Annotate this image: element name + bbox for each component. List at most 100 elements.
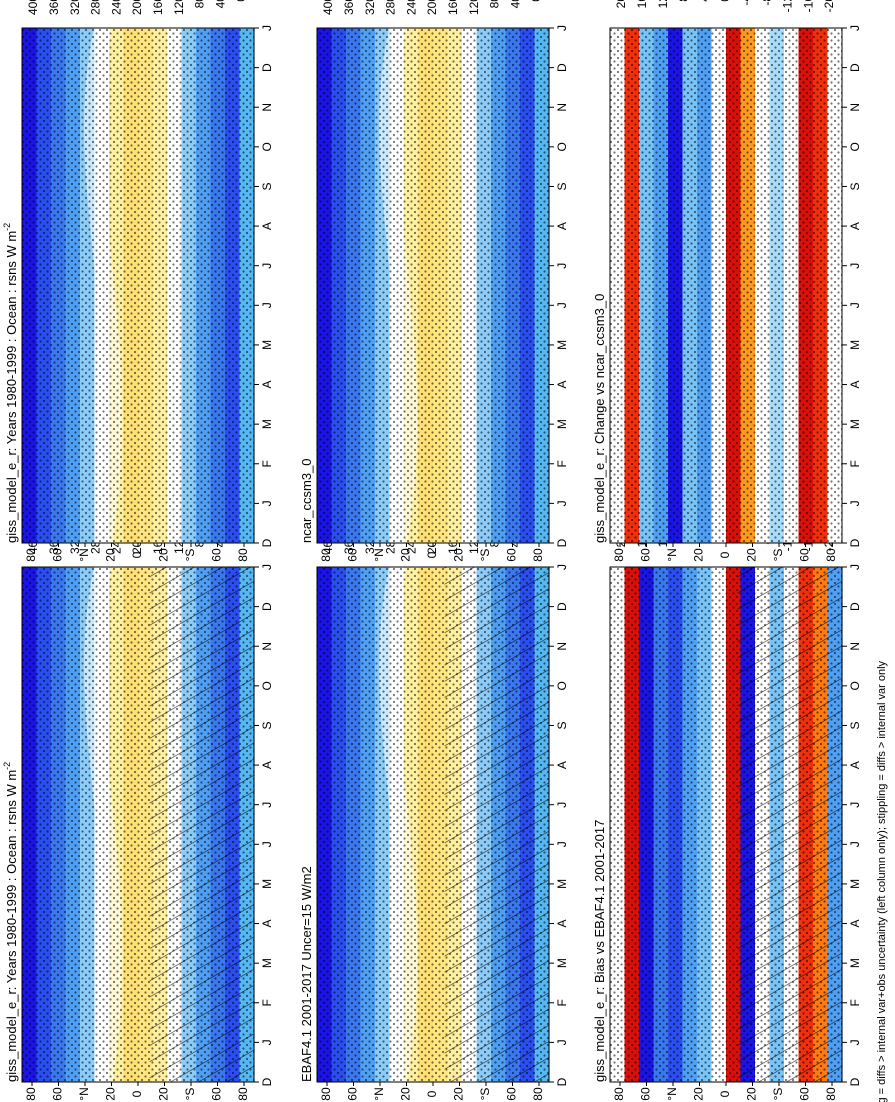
month-label: F [555, 460, 569, 467]
month-label: A [848, 222, 862, 230]
month-label: A [555, 920, 569, 928]
month-label: F [555, 999, 569, 1006]
month-label: M [555, 879, 569, 889]
month-label: J [848, 263, 862, 269]
month-label: S [848, 721, 862, 729]
lat-label: 80 [319, 548, 333, 562]
month-label: J [260, 263, 274, 269]
hatching-overlay [149, 567, 254, 1082]
lat-label: 20 [104, 548, 118, 562]
colorbar-tick-label: 12 [656, 0, 670, 8]
lat-label: 20 [692, 548, 706, 562]
lat-label: °N [372, 548, 386, 561]
colorbar-tick-label: 80 [193, 0, 207, 8]
colorbar-tick-label: 320 [68, 0, 82, 15]
lat-label: 0 [130, 551, 144, 558]
panel-title: ncar_ccsm3_0 [299, 458, 314, 543]
month-label: M [555, 340, 569, 350]
month-label: M [848, 419, 862, 429]
month-label: A [555, 381, 569, 389]
month-label: J [555, 25, 569, 31]
colorbar-tick-label: 360 [47, 0, 61, 15]
month-label: S [848, 182, 862, 190]
month-label: J [848, 841, 862, 847]
lat-label: 60 [505, 548, 519, 562]
lat-label: 20 [157, 1087, 171, 1101]
lat-label: 80 [236, 548, 250, 562]
lat-label: 0 [425, 551, 439, 558]
month-label: N [260, 103, 274, 112]
stippling-overlay [317, 28, 549, 543]
month-label: M [260, 419, 274, 429]
colorbar-tick-label: -12 [781, 0, 795, 12]
stippling-overlay [610, 28, 842, 543]
month-label: J [260, 500, 274, 506]
month-label: O [260, 142, 274, 151]
lat-label: 60 [639, 548, 653, 562]
lat-label: 60 [210, 548, 224, 562]
colorbar-tick-label: 120 [172, 0, 186, 15]
month-label: N [848, 642, 862, 651]
month-label: M [260, 879, 274, 889]
month-label: M [848, 340, 862, 350]
colorbar-tick-label: 80 [488, 0, 502, 8]
panels-layer: D J F M A M J J A S O N D J 80 60 °N 20 0 20 °S 60 80 giss_mode… [2, 0, 862, 1101]
colorbar-tick-label: 280 [384, 0, 398, 15]
lat-label: 80 [531, 1087, 545, 1101]
month-label: D [555, 602, 569, 611]
lat-label: 80 [824, 548, 838, 562]
lat-label: 60 [51, 548, 65, 562]
panel-title: EBAF4.1 2001-2017 Uncer=15 W/m2 [299, 866, 314, 1082]
month-label: F [848, 460, 862, 467]
lat-label: 20 [157, 548, 171, 562]
lat-label: °S [478, 1088, 492, 1101]
colorbar-tick-label: 0 [529, 0, 543, 2]
lat-label: 60 [346, 548, 360, 562]
month-label: D [260, 1077, 274, 1086]
month-label: O [260, 681, 274, 690]
month-label: D [848, 1077, 862, 1086]
month-label: J [848, 500, 862, 506]
colorbar-tick-label: -16 [801, 0, 815, 12]
month-label: S [260, 182, 274, 190]
colorbar-tick-label: 0 [718, 0, 732, 2]
hatching-overlay [737, 567, 842, 1082]
month-label: J [848, 802, 862, 808]
month-label: D [260, 63, 274, 72]
lat-label: 0 [130, 1090, 144, 1097]
month-label: M [555, 419, 569, 429]
lat-label: 20 [104, 1087, 118, 1101]
month-label: A [260, 222, 274, 230]
month-label: A [555, 222, 569, 230]
colorbar-tick-label: -8 [760, 0, 774, 6]
colorbar-tick-label: 40 [508, 0, 522, 8]
month-label: D [555, 1077, 569, 1086]
panel-title: giss_model_e_r: Change vs ncar_ccsm3_0 [592, 294, 607, 543]
lat-label: 20 [452, 1087, 466, 1101]
month-label: S [555, 721, 569, 729]
lat-label: 80 [612, 548, 626, 562]
lat-label: °N [77, 1087, 91, 1100]
lat-label: 60 [346, 1087, 360, 1101]
month-label: M [848, 958, 862, 968]
month-label: N [555, 642, 569, 651]
month-label: J [555, 802, 569, 808]
colorbar-tick-label: 160 [446, 0, 460, 15]
month-label: J [555, 1039, 569, 1045]
month-label: M [260, 340, 274, 350]
lat-label: 20 [745, 548, 759, 562]
lat-label: °S [478, 549, 492, 562]
month-label: J [848, 25, 862, 31]
month-label: O [848, 142, 862, 151]
month-label: J [848, 1039, 862, 1045]
colorbar-tick-label: -20 [822, 0, 836, 12]
month-label: J [260, 25, 274, 31]
panel-title: giss_model_e_r: Years 1980-1999 : Ocean … [2, 223, 19, 543]
lat-label: 60 [505, 1087, 519, 1101]
lat-label: 80 [824, 1087, 838, 1101]
month-label: J [555, 302, 569, 308]
lat-label: 20 [399, 548, 413, 562]
lat-label: 0 [425, 1090, 439, 1097]
title-superscript: -2 [2, 762, 12, 770]
